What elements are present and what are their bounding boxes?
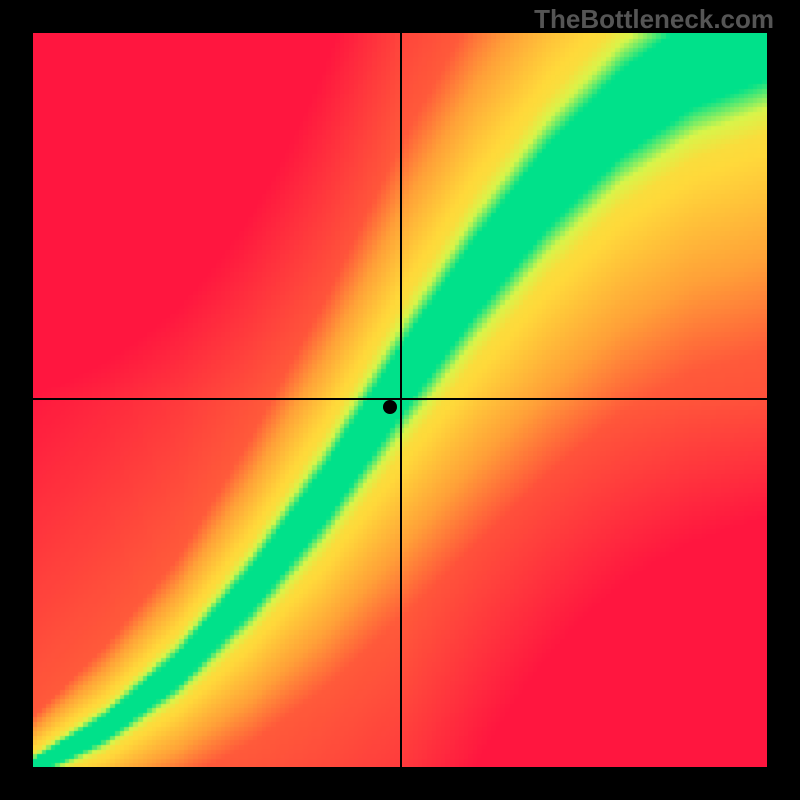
- heatmap-plot-area: [33, 33, 767, 767]
- crosshair-horizontal: [33, 398, 767, 400]
- marker-dot: [383, 400, 397, 414]
- crosshair-vertical: [400, 33, 402, 767]
- watermark-text: TheBottleneck.com: [534, 4, 774, 35]
